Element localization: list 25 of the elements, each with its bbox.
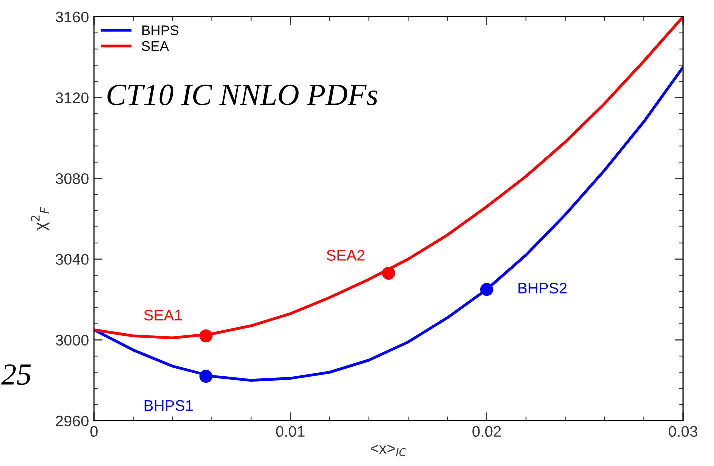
- x-tick-label: 0.02: [472, 426, 502, 438]
- y-tick-label: 3000: [56, 335, 89, 346]
- y-tick-label: 2960: [56, 416, 89, 427]
- legend-label: SEA: [142, 41, 170, 52]
- y-axis-title: χ$^{2}$$_{F}$: [31, 207, 50, 231]
- text: 25: [1, 364, 32, 386]
- y-tick-label: 3160: [56, 12, 89, 23]
- annotation: CT10 IC NNLO PDFs: [108, 84, 378, 106]
- annotation: SEA2: [326, 250, 365, 261]
- x-axis-title: <x>$_{IC}$: [371, 444, 407, 456]
- x-tick-label: 0: [90, 426, 98, 438]
- point: [480, 283, 494, 296]
- point: [200, 370, 213, 384]
- y-tick-label: 3080: [56, 173, 89, 184]
- x-tick-label: 0.03: [669, 426, 698, 438]
- annotation: BHPS1: [144, 400, 194, 412]
- annotation: BHPS2: [518, 282, 567, 294]
- legend-label: BHPS: [142, 26, 179, 36]
- x-tick-label: 0.01: [276, 426, 305, 438]
- line-series: [94, 66, 684, 382]
- point: [200, 330, 213, 343]
- y-tick-label: 3120: [56, 92, 89, 104]
- point: [382, 267, 396, 280]
- y-tick-label: 3040: [56, 254, 89, 266]
- annotation: SEA1: [144, 310, 182, 321]
